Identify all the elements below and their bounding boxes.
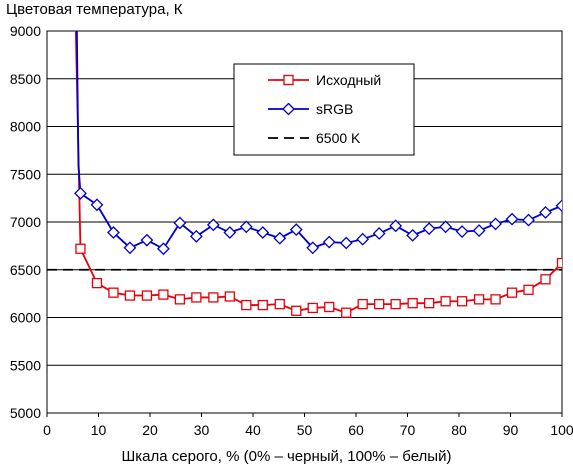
y-tick-label: 5000 — [10, 405, 41, 421]
data-point — [158, 289, 169, 300]
data-point — [324, 301, 335, 313]
data-point — [257, 299, 268, 311]
data-point — [407, 298, 418, 309]
y-tick-label: 5500 — [10, 357, 41, 373]
data-point — [339, 236, 353, 250]
data-point — [224, 291, 235, 302]
data-point — [473, 294, 485, 305]
legend-entry-label: sRGB — [316, 101, 353, 117]
data-point — [505, 212, 519, 226]
data-point — [423, 298, 435, 309]
data-point — [440, 296, 451, 307]
series-2 — [74, 31, 562, 256]
x-tick-label: 90 — [503, 422, 519, 438]
data-point — [223, 226, 237, 239]
data-point — [208, 292, 219, 303]
y-tick-label: 6500 — [10, 262, 41, 278]
data-point — [206, 218, 220, 232]
data-point — [422, 222, 436, 236]
data-point — [455, 225, 469, 238]
data-point — [123, 241, 137, 255]
data-point — [539, 206, 552, 219]
data-point — [490, 294, 501, 305]
data-point — [356, 232, 370, 246]
data-point — [75, 243, 86, 254]
x-tick-label: 100 — [550, 422, 573, 438]
y-tick-label: 6000 — [10, 310, 41, 326]
data-point — [406, 228, 420, 242]
data-point — [74, 186, 87, 200]
data-point — [556, 257, 562, 269]
data-point — [156, 242, 170, 256]
y-tick-label: 7500 — [10, 166, 41, 182]
data-point — [140, 233, 154, 247]
data-point — [189, 229, 203, 243]
axes: 5000 5500 6000 6500 7000 7500 8000 8500 9000 0 10 2… — [10, 23, 573, 438]
data-point — [357, 298, 368, 310]
data-point — [107, 226, 120, 239]
data-point — [141, 290, 153, 301]
data-point — [256, 226, 270, 239]
data-point — [291, 305, 302, 316]
series-1 — [74, 31, 562, 318]
data-point — [389, 219, 403, 233]
data-point — [522, 213, 535, 227]
legend-entry-label: Исходный — [316, 72, 381, 88]
data-point — [306, 241, 320, 255]
data-point — [390, 298, 401, 310]
data-point — [191, 292, 202, 303]
y-tick-label: 8500 — [10, 71, 41, 87]
data-point — [307, 302, 318, 314]
data-point — [555, 199, 562, 213]
data-point — [439, 220, 453, 234]
data-point — [341, 307, 352, 318]
x-tick-label: 70 — [400, 422, 416, 438]
data-point — [241, 299, 252, 311]
data-point — [273, 231, 287, 245]
legend: Исходный sRGB 6500 K — [233, 63, 415, 156]
data-point — [372, 227, 386, 240]
x-tick-label: 0 — [43, 422, 51, 438]
data-point — [108, 287, 119, 298]
x-tick-label: 60 — [348, 422, 364, 438]
x-tick-label: 30 — [194, 422, 210, 438]
data-point — [173, 216, 187, 230]
data-point — [489, 217, 502, 231]
data-point — [124, 290, 136, 301]
data-point — [472, 224, 486, 238]
data-point — [540, 274, 551, 285]
data-point — [274, 298, 285, 310]
data-point — [456, 296, 468, 307]
x-tick-label: 10 — [91, 422, 107, 438]
legend-entry-label: 6500 K — [316, 130, 361, 146]
data-point — [174, 294, 186, 305]
x-tick-label: 80 — [451, 422, 467, 438]
data-point — [322, 235, 336, 249]
y-tick-label: 9000 — [10, 23, 41, 39]
data-point — [506, 287, 518, 298]
data-point — [90, 198, 104, 212]
y-tick-label: 8000 — [10, 119, 41, 135]
x-tick-label: 40 — [245, 422, 261, 438]
data-point — [289, 223, 303, 237]
data-point — [91, 277, 103, 289]
chart-title: Цветовая температура, К — [6, 1, 183, 18]
x-axis-label: Шкала серого, % (0% – черный, 100% – бел… — [121, 448, 452, 465]
data-point — [523, 284, 534, 295]
y-tick-label: 7000 — [10, 214, 41, 230]
legend-swatch-marker — [282, 102, 295, 116]
x-tick-label: 20 — [142, 422, 158, 438]
series-layer — [47, 31, 562, 318]
legend-box — [233, 63, 415, 156]
data-point — [239, 220, 253, 234]
data-point — [374, 298, 385, 310]
x-tick-label: 50 — [297, 422, 313, 438]
legend-swatch-marker — [283, 74, 294, 86]
